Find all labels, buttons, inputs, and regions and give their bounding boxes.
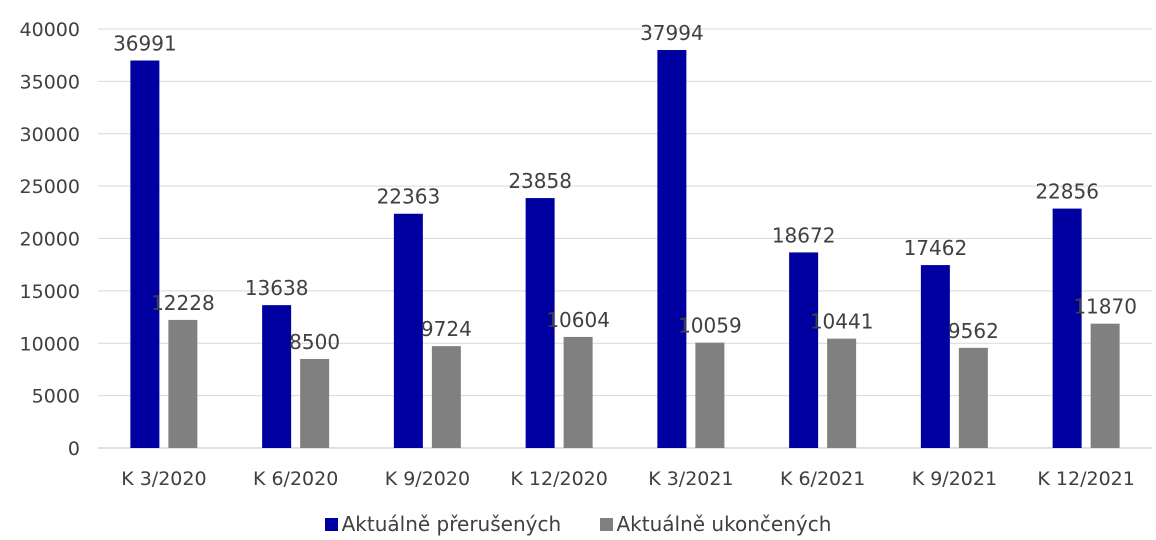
data-label-series-1: 17462 bbox=[904, 236, 968, 260]
bar-series-1 bbox=[393, 213, 423, 448]
x-axis-tick-labels: K 3/2020 K 6/2020 K 9/2020 K 12/2020 K 3/202… bbox=[121, 468, 1135, 490]
data-label-series-1: 36991 bbox=[113, 32, 177, 56]
x-tick-label: K 12/2020 bbox=[510, 468, 607, 490]
y-tick-label: 10000 bbox=[20, 333, 80, 355]
data-label-series-1: 22856 bbox=[1035, 180, 1099, 204]
bar-series-2 bbox=[1090, 323, 1120, 448]
x-tick-label: K 6/2020 bbox=[253, 468, 338, 490]
bar-series-2 bbox=[695, 342, 725, 448]
bars bbox=[130, 50, 1120, 449]
y-tick-label: 25000 bbox=[20, 176, 80, 198]
data-label-series-2: 10059 bbox=[678, 314, 742, 338]
legend-label-series-2: Aktuálně ukončených bbox=[616, 512, 832, 536]
data-label-series-1: 22363 bbox=[377, 185, 441, 209]
data-label-series-2: 9724 bbox=[421, 317, 472, 341]
data-labels: 36991 13638 22363 23858 37994 18672 17462 22856… bbox=[113, 21, 1137, 354]
legend-swatch-series-2 bbox=[599, 518, 613, 531]
y-tick-label: 40000 bbox=[20, 19, 80, 41]
x-tick-label: K 9/2021 bbox=[912, 468, 997, 490]
bar-series-1 bbox=[789, 252, 819, 448]
data-label-series-2: 8500 bbox=[289, 330, 340, 354]
data-label-series-1: 18672 bbox=[772, 223, 836, 247]
legend-item-series-1: Aktuálně přerušených bbox=[324, 512, 562, 536]
x-tick-label: K 9/2020 bbox=[385, 468, 470, 490]
data-label-series-2: 12228 bbox=[151, 291, 215, 315]
y-tick-label: 0 bbox=[68, 438, 80, 460]
data-label-series-2: 9562 bbox=[948, 319, 999, 343]
x-tick-label: K 12/2021 bbox=[1037, 468, 1134, 490]
bar-series-1 bbox=[1052, 208, 1082, 448]
data-label-series-2: 10604 bbox=[546, 308, 610, 332]
y-axis-tick-labels: 0 5000 10000 15000 20000 25000 30000 35000 40000 bbox=[20, 19, 80, 460]
bar-series-2 bbox=[431, 346, 461, 448]
bar-series-2 bbox=[168, 319, 198, 448]
data-label-series-1: 37994 bbox=[640, 21, 704, 45]
bar-series-2 bbox=[563, 336, 593, 448]
y-tick-label: 5000 bbox=[32, 386, 80, 408]
x-tick-label: K 3/2021 bbox=[648, 468, 733, 490]
data-label-series-2: 10441 bbox=[810, 310, 874, 334]
y-tick-label: 15000 bbox=[20, 281, 80, 303]
bar-series-1 bbox=[130, 60, 160, 448]
bar-series-1 bbox=[657, 50, 687, 449]
data-label-series-1: 13638 bbox=[245, 276, 309, 300]
data-label-series-1: 23858 bbox=[508, 169, 572, 193]
x-tick-label: K 3/2020 bbox=[121, 468, 206, 490]
data-label-series-2: 11870 bbox=[1073, 295, 1137, 319]
y-tick-label: 20000 bbox=[20, 229, 80, 251]
legend: Aktuálně přerušených Aktuálně ukončených bbox=[0, 512, 1156, 536]
x-tick-label: K 6/2021 bbox=[780, 468, 865, 490]
legend-swatch-series-1 bbox=[324, 518, 338, 531]
bar-series-1 bbox=[920, 265, 950, 448]
y-tick-label: 35000 bbox=[20, 71, 80, 93]
bar-series-2 bbox=[827, 338, 857, 448]
y-tick-label: 30000 bbox=[20, 124, 80, 146]
bar-series-1 bbox=[525, 198, 555, 448]
legend-item-series-2: Aktuálně ukončených bbox=[599, 512, 832, 536]
gridlines bbox=[98, 28, 1152, 449]
bar-series-1 bbox=[262, 305, 292, 448]
bar-chart: 0 5000 10000 15000 20000 25000 30000 35000 40000… bbox=[20, 19, 1152, 490]
bar-series-2 bbox=[958, 347, 988, 448]
bar-series-2 bbox=[300, 358, 330, 448]
legend-label-series-1: Aktuálně přerušených bbox=[341, 512, 562, 536]
